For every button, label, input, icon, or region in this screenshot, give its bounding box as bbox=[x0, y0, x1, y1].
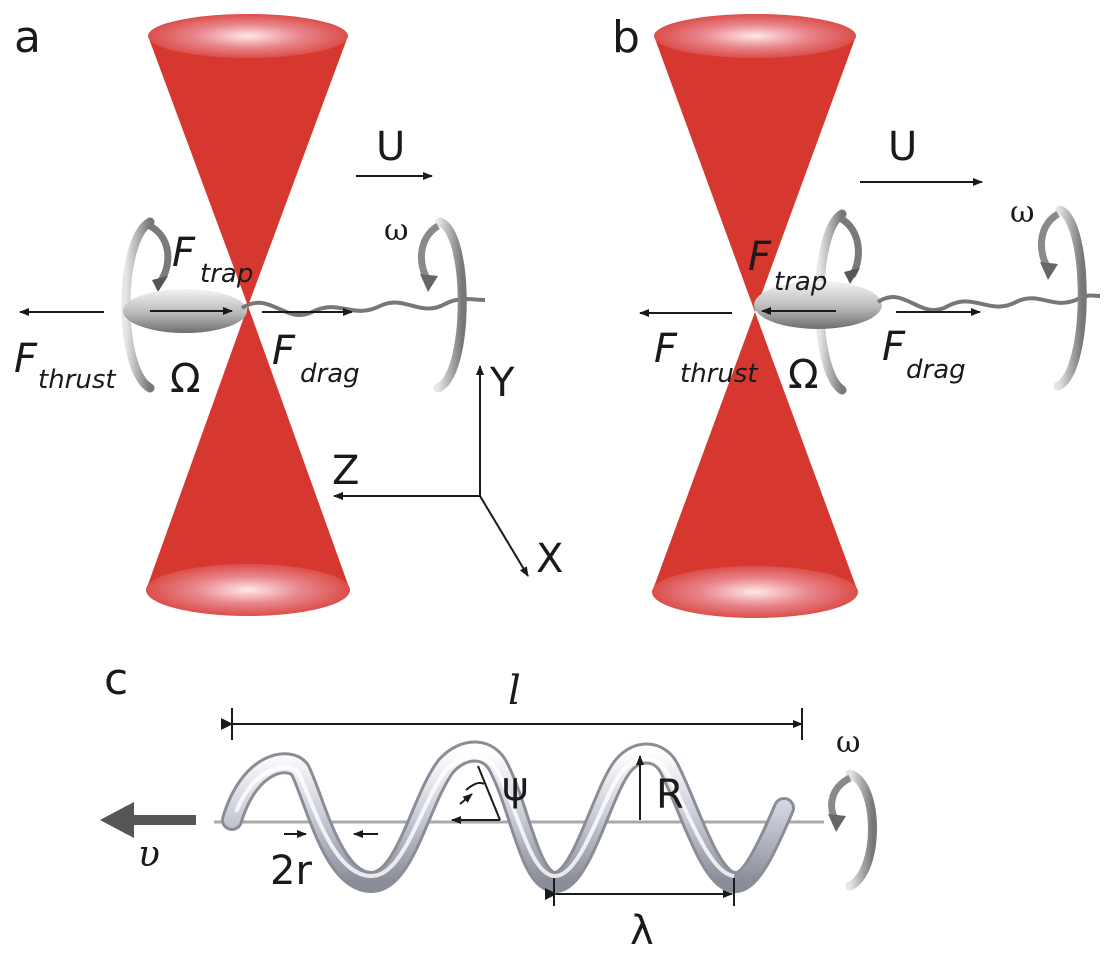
thrust-force-label: F bbox=[14, 336, 38, 382]
drag-force-subscript: drag bbox=[906, 355, 966, 385]
panel-c: c l υ 2r ψ bbox=[100, 654, 877, 954]
panel-label-a: a bbox=[14, 12, 41, 63]
panel-a: a U ω F trap bbox=[14, 12, 563, 616]
rotation-label: ω bbox=[836, 725, 860, 760]
cell-body bbox=[754, 281, 882, 329]
helix bbox=[221, 740, 795, 893]
rotation-arrow bbox=[417, 217, 467, 393]
body-rotation-label: Ω bbox=[788, 352, 819, 398]
velocity-arrow bbox=[100, 802, 196, 838]
panel-label-c: c bbox=[104, 654, 128, 705]
drag-force-label: F bbox=[272, 328, 296, 374]
trap-force-label: F bbox=[748, 234, 772, 280]
trap-force-subscript: trap bbox=[200, 259, 253, 289]
drag-force-subscript: drag bbox=[300, 359, 360, 389]
radius-label: R bbox=[656, 772, 684, 818]
flagellum-rotation-label: ω bbox=[1010, 195, 1034, 230]
trap-force-subscript: trap bbox=[774, 267, 827, 297]
pitch-angle-label: ψ bbox=[502, 764, 528, 810]
thrust-force-subscript: thrust bbox=[38, 365, 116, 395]
z-axis-label: Z bbox=[332, 448, 359, 494]
velocity-label: U bbox=[888, 124, 917, 170]
thrust-force-label: F bbox=[654, 326, 678, 372]
thrust-force-subscript: thrust bbox=[680, 359, 758, 389]
x-axis-label: X bbox=[536, 536, 563, 582]
panel-label-b: b bbox=[612, 12, 640, 63]
rotation-arrow bbox=[1037, 205, 1087, 391]
y-axis-label: Y bbox=[489, 360, 515, 406]
length-label: l bbox=[508, 668, 521, 714]
thickness-label: 2r bbox=[270, 848, 312, 894]
velocity-label: υ bbox=[138, 834, 160, 875]
body-rotation-label: Ω bbox=[170, 356, 201, 402]
rotation-arrow bbox=[828, 769, 877, 891]
axes bbox=[333, 365, 529, 577]
laser-beam-cone bbox=[146, 14, 350, 616]
flagellum bbox=[876, 293, 1101, 313]
pitch-angle-marker bbox=[451, 765, 501, 824]
wavelength-label: λ bbox=[630, 908, 654, 954]
panel-b: b U ω F trap F thrust F d bbox=[612, 12, 1101, 618]
velocity-label: U bbox=[376, 124, 405, 170]
flagellum-rotation-label: ω bbox=[384, 213, 408, 248]
drag-force-label: F bbox=[882, 324, 906, 370]
laser-beam-cone bbox=[652, 14, 858, 618]
trap-force-label: F bbox=[172, 230, 196, 276]
